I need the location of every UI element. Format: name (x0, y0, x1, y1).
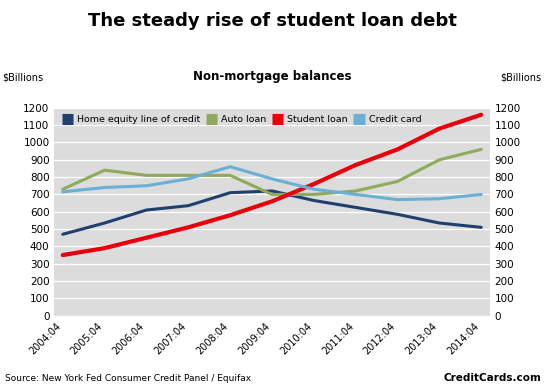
Student loan (227, 213, 233, 218)
Credit card (353, 192, 359, 197)
Text: $Billions: $Billions (500, 73, 541, 83)
Line: Credit card: Credit card (63, 167, 481, 199)
Credit card (59, 189, 66, 194)
Text: CreditCards.com: CreditCards.com (443, 373, 541, 383)
Home equity line of credit (143, 208, 150, 213)
Home equity line of credit (269, 189, 275, 193)
Student loan (185, 225, 191, 229)
Credit card (227, 164, 233, 169)
Student loan (353, 162, 359, 167)
Home equity line of credit (311, 198, 317, 203)
Student loan (436, 126, 443, 131)
Home equity line of credit (353, 205, 359, 210)
Student loan (269, 199, 275, 204)
Auto loan (353, 189, 359, 193)
Student loan (101, 246, 108, 250)
Student loan (394, 147, 401, 152)
Legend: Home equity line of credit, Auto loan, Student loan, Credit card: Home equity line of credit, Auto loan, S… (59, 112, 424, 127)
Student loan (59, 253, 66, 257)
Home equity line of credit (394, 212, 401, 217)
Auto loan (143, 173, 150, 178)
Text: Non-mortgage balances: Non-mortgage balances (193, 70, 351, 83)
Auto loan (311, 192, 317, 197)
Line: Auto loan: Auto loan (63, 149, 481, 194)
Text: $Billions: $Billions (3, 73, 44, 83)
Credit card (185, 176, 191, 181)
Credit card (311, 187, 317, 192)
Credit card (436, 196, 443, 201)
Home equity line of credit (227, 191, 233, 195)
Auto loan (394, 179, 401, 184)
Line: Home equity line of credit: Home equity line of credit (63, 191, 481, 234)
Credit card (478, 192, 485, 197)
Home equity line of credit (59, 232, 66, 236)
Text: Source: New York Fed Consumer Credit Panel / Equifax: Source: New York Fed Consumer Credit Pan… (5, 374, 251, 383)
Student loan (478, 112, 485, 117)
Auto loan (101, 168, 108, 172)
Auto loan (478, 147, 485, 152)
Credit card (394, 197, 401, 202)
Student loan (311, 182, 317, 186)
Home equity line of credit (185, 203, 191, 208)
Auto loan (59, 187, 66, 192)
Credit card (269, 176, 275, 181)
Home equity line of credit (436, 221, 443, 225)
Line: Student loan: Student loan (63, 115, 481, 255)
Credit card (101, 185, 108, 190)
Home equity line of credit (101, 221, 108, 225)
Credit card (143, 184, 150, 188)
Auto loan (436, 157, 443, 162)
Text: The steady rise of student loan debt: The steady rise of student loan debt (88, 12, 456, 30)
Auto loan (185, 173, 191, 178)
Student loan (143, 236, 150, 240)
Auto loan (269, 192, 275, 197)
Home equity line of credit (478, 225, 485, 229)
Auto loan (227, 173, 233, 178)
